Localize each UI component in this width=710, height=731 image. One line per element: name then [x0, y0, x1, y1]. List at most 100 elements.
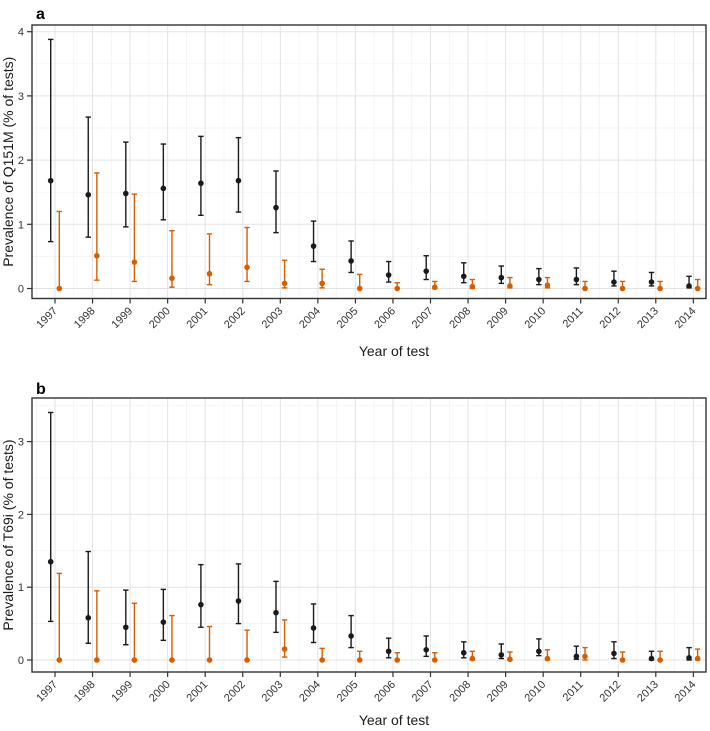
x-tick-label: 2006 [372, 679, 398, 705]
data-point-black-series [648, 279, 655, 285]
y-tick-label: 2 [18, 509, 24, 521]
data-point-orange-series [131, 657, 138, 663]
x-tick-label: 1998 [72, 679, 98, 705]
data-point-orange-series [544, 655, 551, 662]
data-point-black-series [498, 652, 505, 658]
x-tick-label: 2009 [485, 679, 511, 705]
data-point-orange-series [582, 285, 588, 292]
data-point-orange-series [94, 657, 100, 663]
y-tick-label: 1 [18, 219, 24, 231]
data-point-black-series [498, 274, 505, 281]
data-point-black-series [85, 191, 92, 198]
data-point-orange-series [657, 285, 663, 292]
x-tick-label: 2014 [673, 679, 699, 705]
data-point-black-series [423, 647, 430, 653]
data-point-orange-series [544, 282, 551, 289]
panel-border [31, 397, 707, 673]
data-point-black-series [348, 633, 354, 639]
data-point-orange-series [94, 252, 100, 259]
data-point-orange-series [319, 657, 325, 663]
data-point-orange-series [507, 283, 513, 289]
x-tick-label: 2011 [561, 679, 586, 704]
data-point-orange-series [131, 259, 138, 265]
data-point-black-series [310, 243, 317, 249]
data-point-black-series [536, 648, 542, 655]
data-point-orange-series [244, 264, 250, 271]
data-point-orange-series [169, 275, 175, 282]
x-tick-label: 1998 [72, 305, 98, 331]
x-tick-label: 2010 [522, 679, 548, 705]
x-tick-label: 2002 [222, 305, 248, 331]
y-axis-title: Prevalence of T69i (% of tests) [0, 439, 16, 630]
data-point-black-series [573, 276, 580, 283]
x-tick-label: 2013 [635, 679, 661, 705]
x-tick-label: 2007 [410, 679, 436, 705]
data-point-black-series [273, 204, 279, 211]
data-point-orange-series [56, 657, 63, 663]
data-point-black-series [47, 177, 54, 184]
x-tick-label: 2003 [260, 305, 286, 331]
y-tick-label: 4 [18, 27, 24, 39]
x-tick-label: 1997 [34, 679, 60, 705]
data-point-black-series [235, 598, 242, 604]
x-tick-label: 1997 [34, 305, 60, 331]
x-tick-label: 2010 [522, 305, 548, 331]
data-point-orange-series [244, 657, 250, 663]
data-point-orange-series [281, 646, 288, 652]
panel-border [31, 24, 707, 300]
data-point-black-series [47, 558, 54, 565]
x-tick-label: 2005 [335, 679, 361, 705]
data-point-black-series [385, 648, 392, 655]
x-tick-label: 2001 [185, 305, 211, 331]
data-point-black-series [123, 624, 129, 631]
x-tick-label: 2003 [260, 679, 286, 705]
data-point-black-series [686, 283, 692, 289]
x-tick-label: 2004 [297, 305, 323, 331]
data-point-black-series [160, 619, 167, 625]
y-tick-label: 0 [18, 655, 24, 667]
x-tick-label: 2007 [410, 305, 436, 331]
x-tick-label: 1999 [109, 305, 135, 331]
y-tick-label: 3 [18, 91, 24, 103]
data-point-orange-series [394, 657, 401, 663]
x-tick-label: 2008 [447, 305, 473, 331]
data-point-black-series [348, 258, 354, 264]
x-tick-label: 2004 [297, 679, 323, 705]
y-tick-label: 1 [18, 582, 24, 594]
data-point-orange-series [432, 657, 438, 663]
data-point-black-series [460, 649, 467, 656]
x-tick-label: 1999 [109, 679, 135, 705]
data-point-black-series [385, 272, 392, 278]
data-point-black-series [686, 655, 692, 661]
data-point-orange-series [356, 285, 363, 292]
x-tick-label: 2012 [598, 679, 624, 705]
data-point-black-series [611, 650, 617, 657]
panel-letter: a [36, 6, 45, 23]
data-point-orange-series [469, 283, 476, 290]
x-tick-label: 2009 [485, 305, 511, 331]
data-point-orange-series [507, 656, 513, 663]
x-tick-label: 2008 [447, 679, 473, 705]
data-point-orange-series [356, 657, 363, 663]
panel-letter: b [36, 381, 46, 398]
x-tick-label: 2013 [635, 305, 661, 331]
y-tick-label: 3 [18, 437, 24, 449]
x-tick-label: 2000 [147, 305, 173, 331]
data-point-orange-series [657, 657, 663, 663]
x-tick-label: 2001 [185, 679, 211, 705]
x-tick-label: 2000 [147, 679, 173, 705]
data-point-orange-series [432, 284, 438, 291]
data-point-black-series [611, 279, 617, 285]
data-point-orange-series [619, 285, 626, 292]
data-point-black-series [85, 614, 92, 621]
data-point-black-series [123, 190, 129, 197]
x-tick-label: 2011 [561, 305, 586, 330]
data-point-orange-series [281, 280, 288, 287]
data-point-orange-series [582, 653, 588, 660]
data-point-orange-series [56, 285, 63, 292]
data-point-black-series [198, 601, 204, 608]
x-axis-title: Year of test [359, 712, 429, 728]
data-point-orange-series [469, 655, 476, 662]
x-axis-title: Year of test [359, 343, 429, 359]
